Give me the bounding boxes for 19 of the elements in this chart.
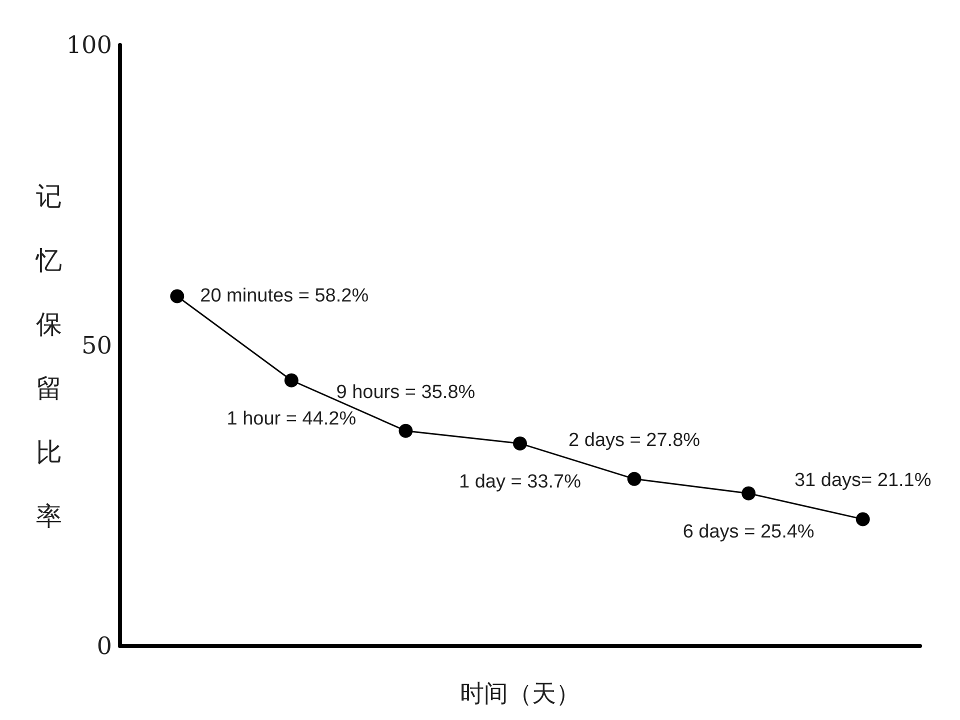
point bbox=[284, 373, 298, 388]
data-label: 31 days= 21.1% bbox=[794, 470, 932, 492]
x-axis-title: 时间（天） bbox=[460, 680, 580, 708]
y-tick-label: 50 bbox=[81, 332, 112, 360]
text: 记忆保留比率 bbox=[36, 182, 62, 532]
data-label: 1 day = 33.7% bbox=[458, 471, 582, 492]
point bbox=[856, 512, 870, 526]
point bbox=[398, 424, 413, 438]
point bbox=[742, 486, 756, 500]
y-tick-label: 100 bbox=[66, 31, 112, 59]
data-label: 6 days = 25.4% bbox=[682, 521, 814, 542]
data-label: 1 hour = 44.2% bbox=[226, 408, 356, 430]
point bbox=[513, 436, 527, 450]
data-label: 2 days = 27.8% bbox=[568, 430, 700, 451]
data-label: 9 hours = 35.8% bbox=[336, 382, 476, 403]
point bbox=[170, 289, 184, 304]
point bbox=[627, 472, 642, 486]
y-tick-label: 0 bbox=[96, 632, 112, 660]
data-label: 20 minutes = 58.2% bbox=[200, 286, 369, 307]
